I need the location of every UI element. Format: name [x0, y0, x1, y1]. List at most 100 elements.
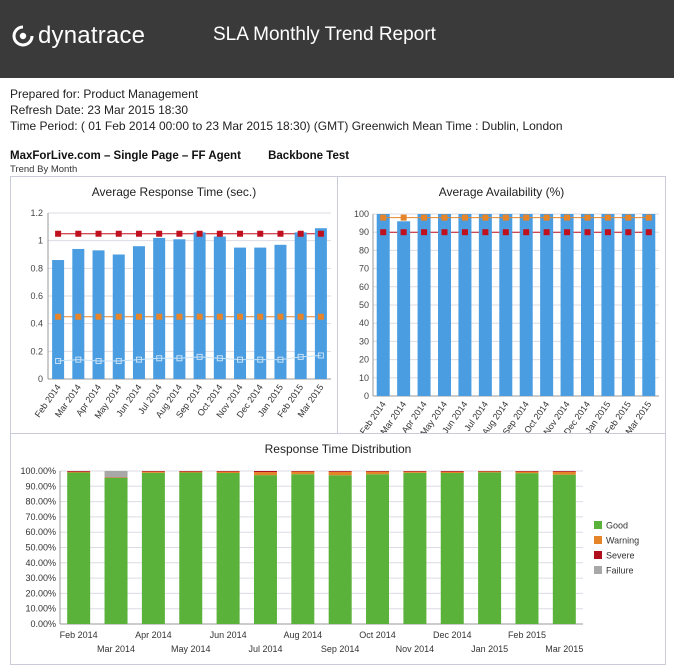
- warning-threshold-point: [482, 215, 488, 221]
- warning-segment: [329, 472, 352, 476]
- severe-threshold-point: [625, 229, 631, 235]
- severe-threshold-point: [257, 231, 263, 237]
- warning-threshold-point: [136, 314, 142, 320]
- severe-threshold-point: [217, 231, 223, 237]
- x-tick-label: Sep 2014: [321, 644, 360, 654]
- availability-bar: [540, 214, 553, 396]
- y-tick-label: 70.00%: [25, 512, 56, 522]
- y-tick-label: 80.00%: [25, 497, 56, 507]
- y-tick-label: 0.00%: [30, 619, 56, 629]
- warning-segment: [366, 472, 389, 475]
- good-segment: [515, 473, 538, 624]
- severe-threshold-point: [401, 229, 407, 235]
- warning-threshold-point: [237, 314, 243, 320]
- good-segment: [291, 474, 314, 624]
- failure-segment: [105, 471, 128, 477]
- severe-threshold-point: [544, 229, 550, 235]
- severe-segment: [142, 471, 165, 472]
- availability-bar: [458, 214, 471, 396]
- refresh-date: Refresh Date: 23 Mar 2015 18:30: [10, 103, 188, 117]
- severe-threshold-point: [237, 231, 243, 237]
- y-tick-label: 0.2: [30, 346, 43, 356]
- severe-segment: [553, 471, 576, 472]
- y-tick-label: 100.00%: [20, 466, 56, 476]
- warning-threshold-point: [257, 314, 263, 320]
- distribution-panel: Response Time Distribution 0.00%10.00%20…: [10, 433, 666, 665]
- warning-segment: [478, 471, 501, 472]
- severe-segment: [441, 471, 464, 472]
- legend-label-good: Good: [606, 521, 628, 531]
- legend-label-severe: Severe: [606, 551, 635, 561]
- warning-segment: [553, 472, 576, 475]
- warning-threshold-point: [421, 215, 427, 221]
- legend-label-warning: Warning: [606, 536, 639, 546]
- severe-threshold-point: [176, 231, 182, 237]
- warning-threshold-point: [503, 215, 509, 221]
- warning-threshold-point: [523, 215, 529, 221]
- x-tick-label: Mar 2014: [97, 644, 135, 654]
- distribution-chart: 0.00%10.00%20.00%30.00%40.00%50.00%60.00…: [11, 434, 665, 664]
- dynatrace-logo-icon: [12, 25, 34, 47]
- report-title: SLA Monthly Trend Report: [213, 24, 436, 46]
- warning-threshold-point: [96, 314, 102, 320]
- x-tick-label: Jul 2014: [248, 644, 282, 654]
- good-segment: [179, 473, 202, 624]
- severe-threshold-point: [156, 231, 162, 237]
- severe-segment: [291, 471, 314, 472]
- warning-threshold-point: [564, 215, 570, 221]
- y-tick-label: 20: [359, 355, 369, 365]
- severe-segment: [254, 471, 277, 472]
- x-tick-label: Feb 2014: [60, 630, 98, 640]
- y-tick-label: 60: [359, 282, 369, 292]
- y-tick-label: 40: [359, 318, 369, 328]
- y-tick-label: 10.00%: [25, 604, 56, 614]
- warning-threshold-point: [544, 215, 550, 221]
- y-tick-label: 0.8: [30, 263, 43, 273]
- warning-threshold-point: [176, 314, 182, 320]
- warning-threshold-point: [646, 215, 652, 221]
- response-time-bar: [315, 228, 327, 379]
- severe-threshold-point: [585, 229, 591, 235]
- severe-threshold-point: [277, 231, 283, 237]
- y-tick-label: 1.2: [30, 208, 43, 218]
- good-segment: [553, 475, 576, 624]
- good-segment: [441, 473, 464, 624]
- severe-segment: [366, 471, 389, 472]
- severe-segment: [329, 471, 352, 472]
- good-segment: [478, 472, 501, 624]
- severe-threshold-point: [462, 229, 468, 235]
- warning-threshold-point: [217, 314, 223, 320]
- availability-bar: [499, 214, 512, 396]
- availability-bar: [561, 214, 574, 396]
- legend-swatch-failure: [594, 566, 602, 574]
- availability-bar: [377, 214, 390, 396]
- y-tick-label: 20.00%: [25, 588, 56, 598]
- y-tick-label: 0.4: [30, 319, 43, 329]
- warning-threshold-point: [442, 215, 448, 221]
- logo-text: dynatrace: [38, 22, 145, 50]
- warning-segment: [217, 472, 240, 473]
- warning-threshold-point: [380, 215, 386, 221]
- warning-threshold-point: [605, 215, 611, 221]
- availability-bar: [622, 214, 635, 396]
- y-tick-label: 90: [359, 227, 369, 237]
- y-tick-label: 50.00%: [25, 543, 56, 553]
- warning-threshold-point: [116, 314, 122, 320]
- warning-segment: [142, 472, 165, 473]
- severe-threshold-point: [298, 231, 304, 237]
- warning-threshold-point: [55, 314, 61, 320]
- x-tick-label: Jan 2015: [471, 644, 508, 654]
- warning-threshold-point: [298, 314, 304, 320]
- warning-threshold-point: [318, 314, 324, 320]
- test-name: Backbone Test: [268, 150, 349, 162]
- x-tick-label: Aug 2014: [284, 630, 323, 640]
- warning-threshold-point: [197, 314, 203, 320]
- availability-bar: [601, 214, 614, 396]
- severe-threshold-point: [116, 231, 122, 237]
- legend-label-failure: Failure: [606, 566, 634, 576]
- warning-threshold-point: [585, 215, 591, 221]
- trend-label: Trend By Month: [10, 164, 77, 175]
- y-tick-label: 80: [359, 245, 369, 255]
- legend-swatch-severe: [594, 551, 602, 559]
